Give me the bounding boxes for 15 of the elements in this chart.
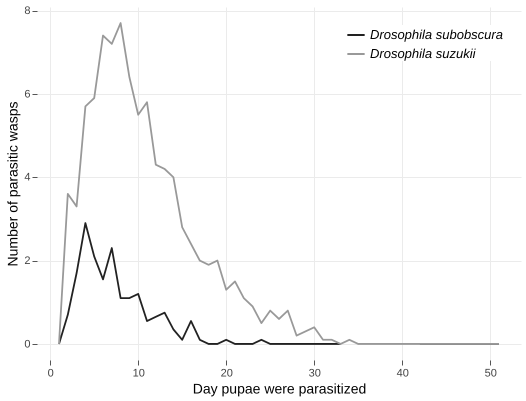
x-tick-label: 20 bbox=[220, 368, 233, 380]
x-tick-label: 10 bbox=[132, 368, 145, 380]
x-axis-title: Day pupae were parasitized bbox=[192, 380, 366, 396]
legend-label: Drosophila subobscura bbox=[370, 27, 503, 42]
x-tick-label: 50 bbox=[484, 368, 497, 380]
y-tick-label: 4 bbox=[24, 172, 30, 184]
legend-label: Drosophila suzukii bbox=[370, 46, 477, 61]
y-tick-label: 0 bbox=[24, 338, 30, 350]
y-tick-label: 6 bbox=[24, 88, 30, 100]
x-tick-label: 30 bbox=[308, 368, 321, 380]
x-tick-label: 0 bbox=[48, 368, 54, 380]
x-tick-label: 40 bbox=[396, 368, 409, 380]
y-tick-label: 8 bbox=[24, 5, 30, 18]
y-axis-title: Number of parasitic wasps bbox=[4, 102, 20, 266]
y-tick-label: 2 bbox=[24, 255, 30, 268]
